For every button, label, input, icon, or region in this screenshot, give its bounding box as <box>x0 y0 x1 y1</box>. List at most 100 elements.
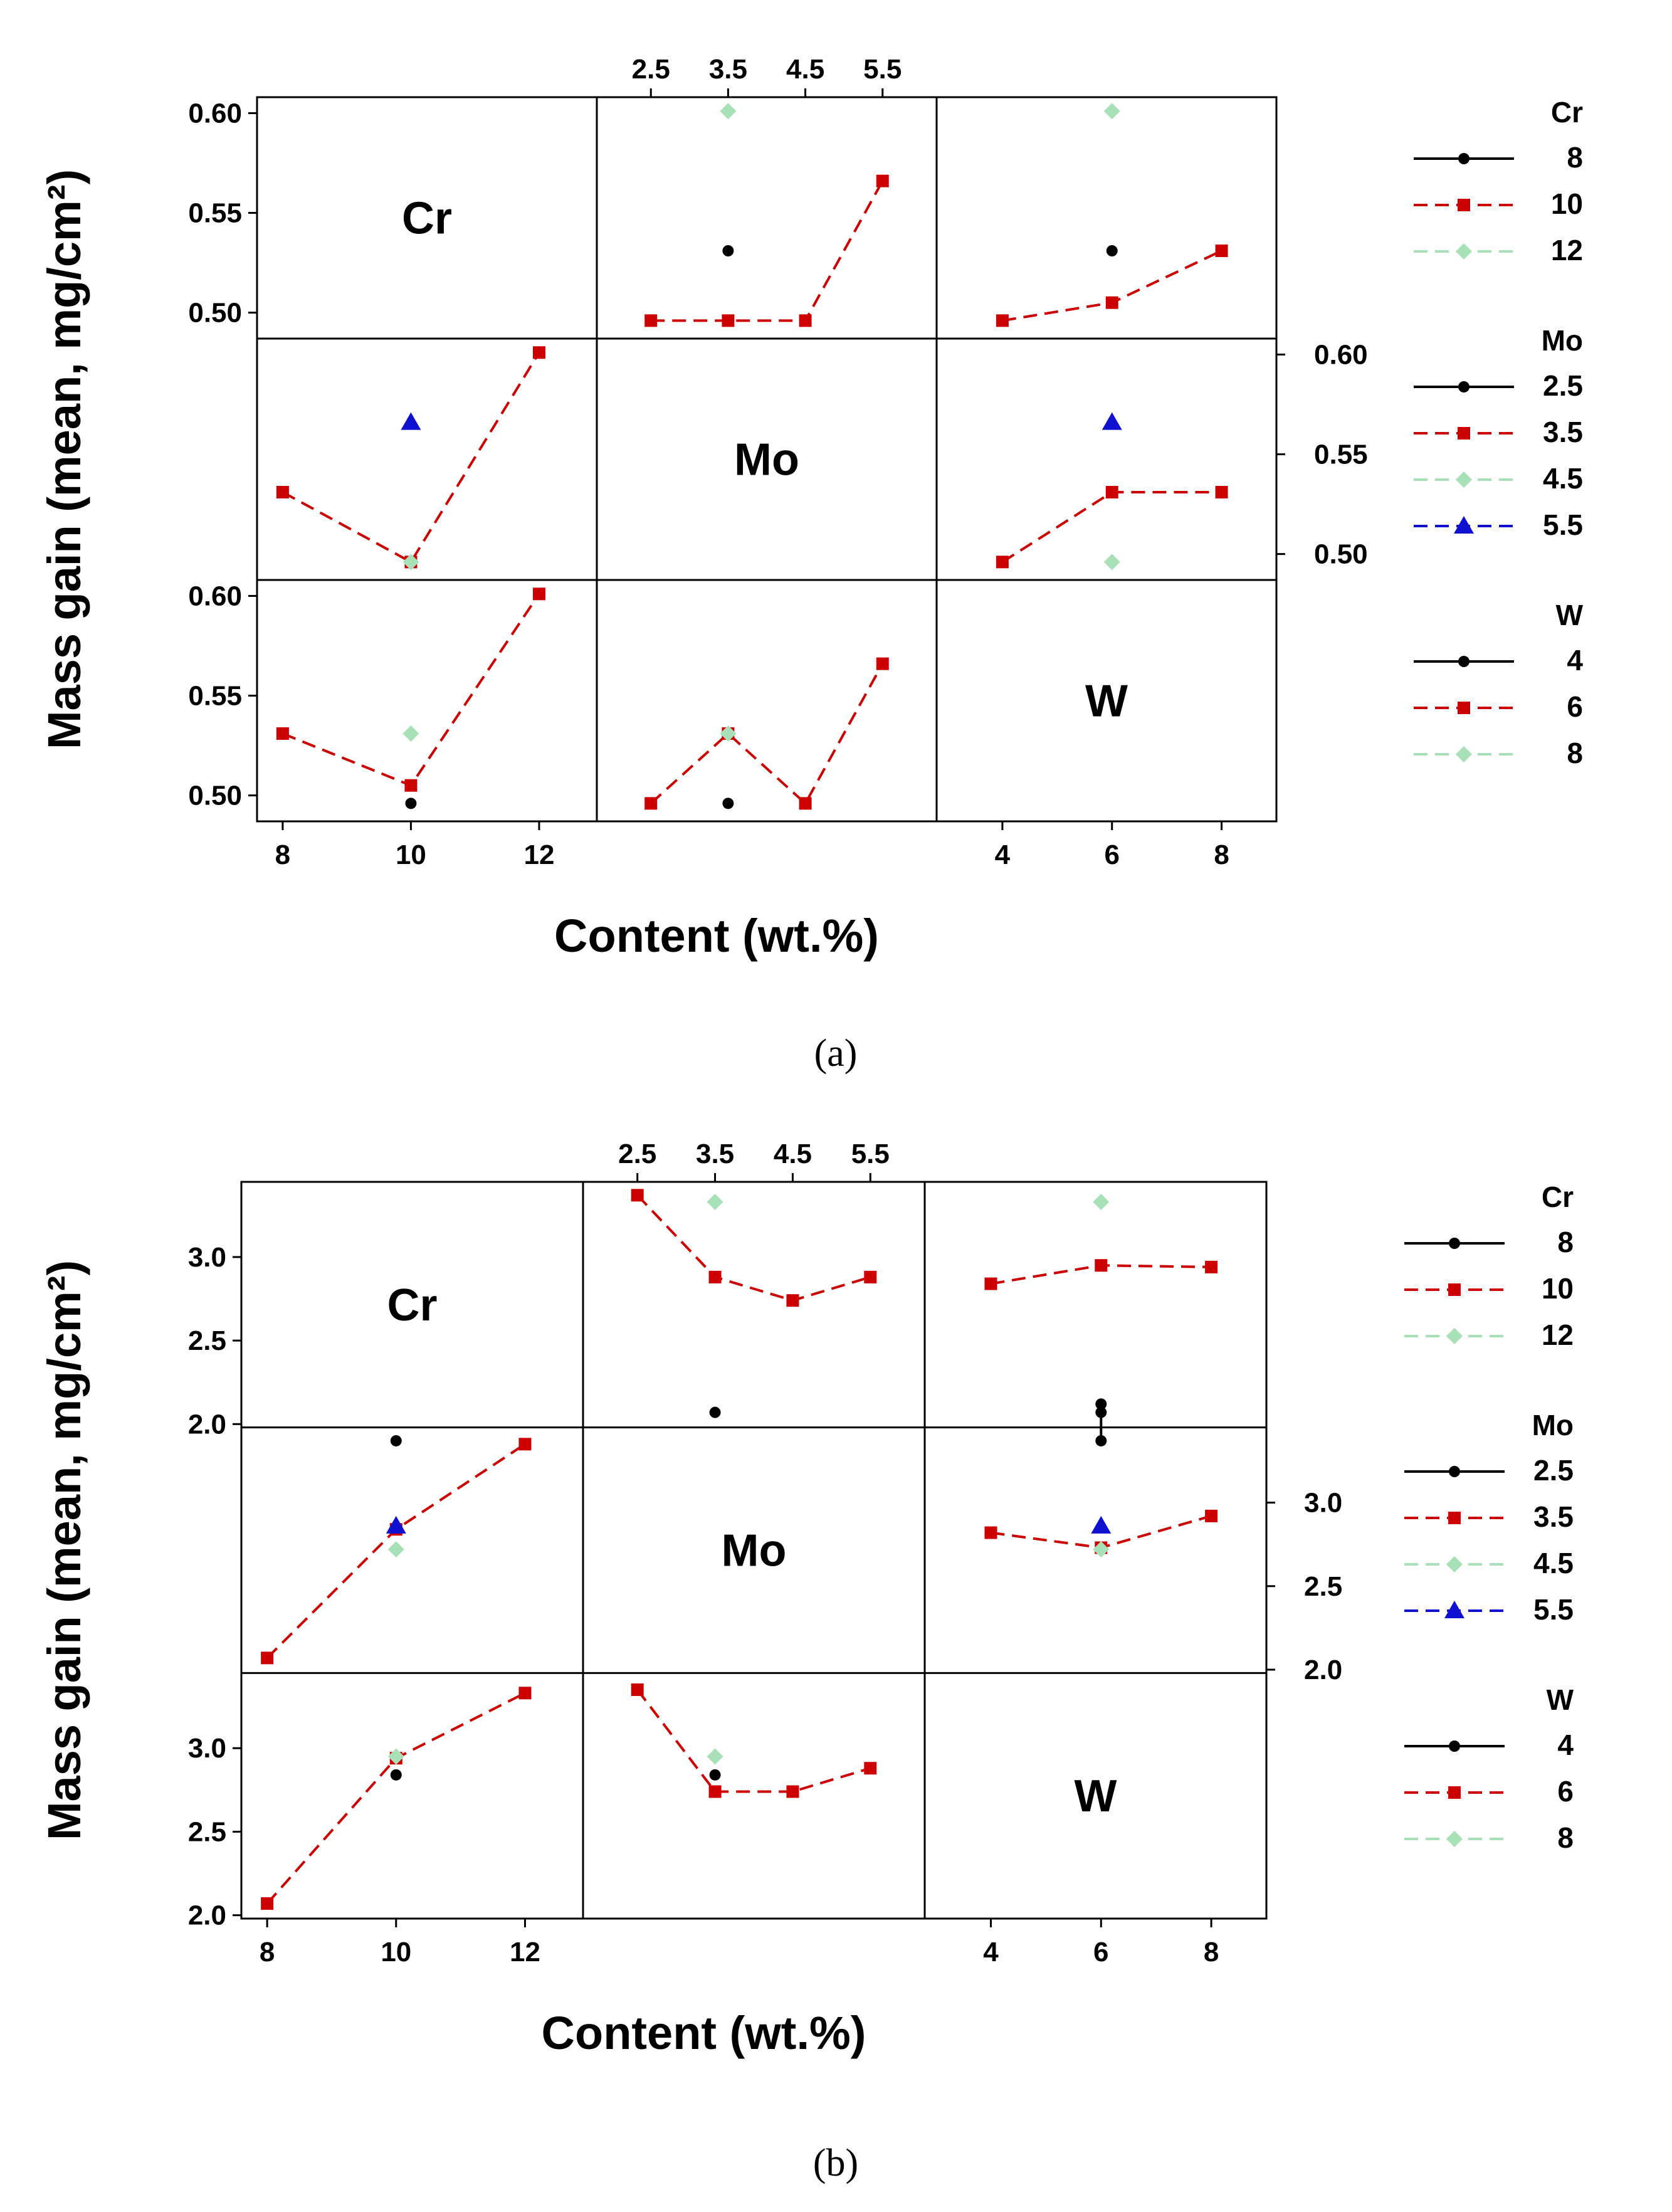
data-point-Cr-10 <box>1205 1260 1218 1273</box>
legend-marker-diamond <box>1456 243 1472 260</box>
series-line-Cr-10 <box>651 180 884 322</box>
x-tick-label: 10 <box>381 1937 411 1967</box>
data-point-Mo-5.5 <box>1091 1515 1112 1534</box>
panel-W-by-Cr <box>261 1687 532 1910</box>
legend-marker-circle <box>1458 656 1470 667</box>
y-tick-label: 3.0 <box>188 1733 226 1764</box>
x-tick-label-top: 4.5 <box>786 54 824 85</box>
data-point-W-8 <box>720 725 737 742</box>
y-tick-label: 0.50 <box>188 781 242 811</box>
data-point-Cr-10 <box>722 314 735 327</box>
x-tick-label: 10 <box>396 840 426 870</box>
data-point-W-6 <box>261 1897 274 1910</box>
y-tick-label: 2.0 <box>188 1409 226 1440</box>
panel-factor-label: Cr <box>387 1280 437 1330</box>
data-point-Mo-5.5 <box>1102 412 1122 430</box>
data-point-Mo-2.5 <box>1095 1398 1107 1410</box>
series-line-Cr-10 <box>636 1194 871 1302</box>
data-point-W-6 <box>876 657 889 670</box>
panel-factor-label: W <box>1075 1771 1117 1821</box>
x-tick-label: 6 <box>1093 1937 1108 1967</box>
legend-label: 6 <box>1567 690 1583 723</box>
panel-Mo-by-W <box>996 412 1228 571</box>
panel-W-by-Cr <box>276 587 545 809</box>
data-point-W-6 <box>864 1762 877 1775</box>
x-axis-label: Content (wt.%) <box>542 2007 866 2059</box>
legend-label: 4.5 <box>1543 462 1583 495</box>
x-axis-label: Content (wt.%) <box>554 910 879 962</box>
legend-label: 5.5 <box>1543 508 1583 541</box>
y-tick-label: 0.60 <box>188 581 242 611</box>
x-tick-label-top: 3.5 <box>696 1139 734 1169</box>
legend-label: 5.5 <box>1533 1593 1574 1626</box>
panel-Mo-by-W <box>984 1398 1218 1558</box>
legend-label: 2.5 <box>1533 1454 1574 1487</box>
legend-marker-diamond <box>1446 1831 1463 1847</box>
legend-marker-diamond <box>1456 746 1472 762</box>
series-line-W-6 <box>282 593 540 787</box>
legend-title: Cr <box>1551 96 1583 129</box>
legend-marker-square <box>1458 702 1470 714</box>
data-point-Cr-8 <box>722 245 734 256</box>
y-tick-label: 0.60 <box>188 98 242 129</box>
y-tick-label-right: 2.5 <box>1304 1571 1342 1602</box>
panel-Cr-by-W <box>996 103 1228 327</box>
data-point-Mo-3.5 <box>1105 486 1118 498</box>
series-line-W-6 <box>649 663 884 806</box>
legend-label: 10 <box>1551 187 1583 220</box>
x-tick-label: 8 <box>260 1937 275 1967</box>
legend-marker-square <box>1448 1786 1461 1799</box>
y-tick-label: 0.55 <box>188 681 242 712</box>
x-tick-label: 4 <box>983 1937 999 1967</box>
y-tick-label-right: 2.0 <box>1304 1655 1342 1685</box>
legend-label: 2.5 <box>1543 369 1583 402</box>
data-point-Mo-3.5 <box>1205 1509 1218 1522</box>
data-point-Cr-12 <box>1093 1193 1110 1210</box>
data-point-W-8 <box>707 1748 723 1765</box>
data-point-Cr-10 <box>1105 296 1118 309</box>
data-point-Cr-10 <box>984 1277 997 1290</box>
data-point-W-6 <box>276 727 289 740</box>
data-point-W-6 <box>532 587 545 601</box>
data-point-Mo-3.5 <box>984 1526 997 1539</box>
data-point-Cr-10 <box>996 314 1009 327</box>
panel-factor-label: W <box>1085 677 1128 727</box>
data-point-W-6 <box>786 1785 799 1798</box>
panel-Cr-by-Mo <box>644 103 889 327</box>
data-point-Cr-10 <box>644 314 658 327</box>
legend-marker-circle <box>1449 1466 1460 1477</box>
data-point-Cr-10 <box>786 1294 799 1307</box>
data-point-W-6 <box>799 797 812 810</box>
legend-label: 4 <box>1557 1729 1574 1761</box>
legend-label: 4.5 <box>1533 1547 1574 1579</box>
data-point-W-8 <box>387 1748 404 1765</box>
y-tick-label: 0.55 <box>188 198 242 229</box>
data-point-Mo-3.5 <box>996 556 1009 569</box>
y-tick-label: 0.50 <box>188 298 242 329</box>
panel-W-by-Mo <box>631 1683 877 1798</box>
x-tick-label-top: 2.5 <box>632 54 670 85</box>
panel-Mo-by-Cr <box>276 346 545 571</box>
data-point-Cr-10 <box>864 1270 877 1283</box>
y-tick-label-right: 0.55 <box>1314 440 1368 470</box>
y-axis-label: Mass gain (mean, mg/cm²) <box>38 1260 90 1840</box>
subfigure-1: Cr Mo W 3.0 2.5 2.0 3.0 2.5 2.0 3.0 2.5 2.0 8 10 12 4 6 8… <box>38 1139 1574 2184</box>
panel-factor-label: Mo <box>722 1526 787 1576</box>
legend-marker-square <box>1448 1512 1461 1524</box>
y-tick-label-right: 3.0 <box>1304 1488 1342 1519</box>
data-point-Mo-3.5 <box>276 486 289 498</box>
figure-caption: (a) <box>814 1032 858 1075</box>
data-point-Mo-5.5 <box>386 1515 406 1534</box>
y-tick-label: 2.5 <box>188 1325 226 1356</box>
legend-title: Cr <box>1542 1181 1574 1213</box>
y-tick-label: 3.0 <box>188 1242 226 1273</box>
legend-marker-square <box>1458 199 1470 211</box>
data-point-W-4 <box>709 1769 721 1781</box>
legend: Cr 8 10 12 Mo 2.5 3.5 4.5 5.5 W 4 6 8 <box>1414 96 1584 769</box>
legend-label: 10 <box>1542 1272 1574 1305</box>
panel-factor-label: Mo <box>734 435 799 485</box>
data-point-Cr-12 <box>1103 103 1120 120</box>
x-tick-label-top: 5.5 <box>863 54 902 85</box>
legend-marker-triangle <box>1454 516 1474 534</box>
